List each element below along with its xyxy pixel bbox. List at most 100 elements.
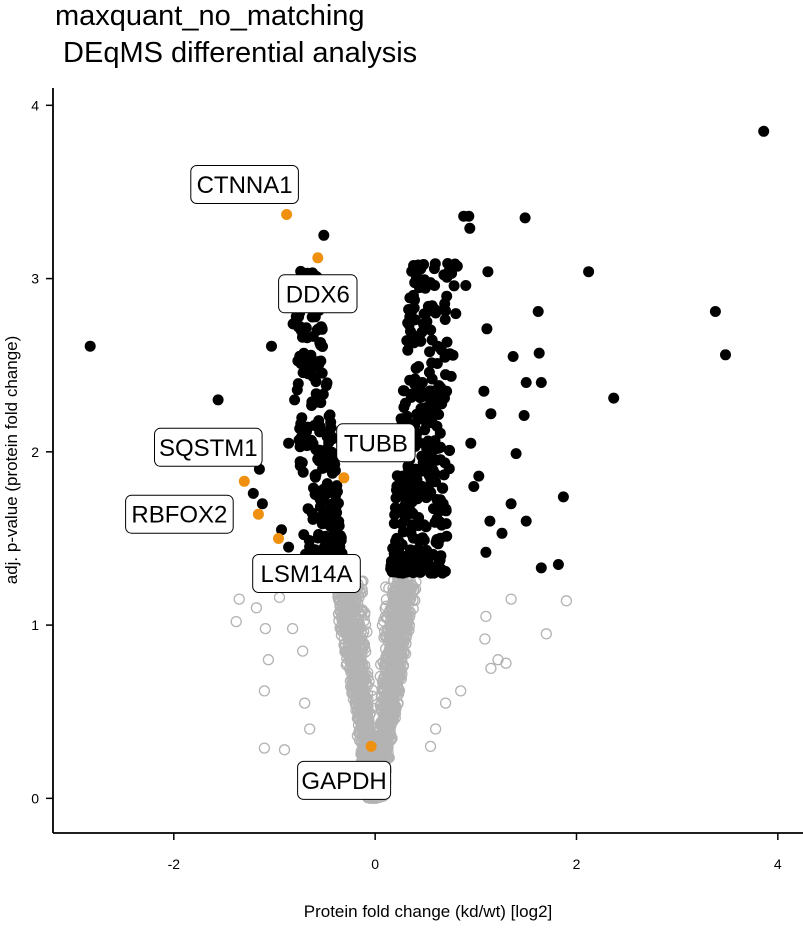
x-axis-label: Protein fold change (kd/wt) [log2] — [304, 902, 553, 921]
point-not-significant — [372, 735, 384, 747]
point-significant — [329, 465, 341, 476]
point-not-significant — [258, 742, 271, 754]
point-not-significant — [395, 637, 407, 650]
point-significant — [399, 397, 411, 409]
point-significant — [335, 535, 347, 546]
point-not-significant — [396, 618, 408, 631]
gene-label-gapdh: GAPDH — [297, 760, 392, 800]
gene-label-text: TUBB — [344, 430, 408, 457]
point-significant — [283, 437, 295, 449]
point-not-significant — [339, 618, 351, 630]
y-tick-label: 2 — [31, 444, 39, 460]
point-significant — [426, 334, 438, 346]
highlighted-points — [238, 209, 377, 752]
point-not-significant — [379, 658, 391, 670]
gene-label-tubb: TUBB — [336, 423, 416, 463]
point-not-significant — [343, 633, 355, 646]
point-significant — [320, 539, 332, 551]
point-significant — [480, 546, 492, 558]
point-significant — [316, 322, 328, 334]
point-significant — [308, 482, 319, 494]
point-significant — [518, 410, 530, 421]
point-not-significant — [388, 595, 401, 608]
point-significant — [307, 371, 319, 382]
point-not-significant — [391, 663, 403, 675]
point-highlighted — [365, 740, 377, 752]
point-not-significant — [361, 626, 373, 638]
point-not-significant — [230, 615, 242, 628]
point-significant — [402, 477, 414, 489]
gene-labels: CTNNA1 DDX6 TUBB SQSTM1 RBFOX2 LSM14A GAPDH — [125, 165, 416, 800]
point-significant — [413, 533, 425, 545]
point-significant — [409, 379, 421, 390]
point-significant — [312, 532, 324, 544]
point-significant — [316, 367, 328, 379]
point-significant — [481, 323, 493, 335]
point-significant — [464, 222, 476, 234]
point-not-significant — [348, 616, 360, 629]
point-significant — [293, 434, 305, 446]
gene-label-text: SQSTM1 — [159, 435, 258, 462]
point-significant — [318, 229, 330, 241]
point-not-significant — [393, 683, 405, 696]
point-significant — [391, 503, 403, 515]
point-significant — [439, 314, 451, 325]
point-not-significant — [371, 749, 384, 761]
point-not-significant — [297, 645, 309, 657]
point-significant — [400, 506, 412, 518]
y-tick-label: 4 — [31, 97, 39, 113]
point-significant — [412, 414, 424, 426]
point-significant — [418, 519, 430, 531]
gene-label-ddx6: DDX6 — [278, 274, 358, 314]
point-significant — [532, 306, 544, 317]
point-significant — [436, 482, 448, 494]
x-tick-label: 0 — [371, 856, 379, 872]
point-not-significant — [350, 650, 363, 663]
point-significant — [320, 380, 332, 392]
gene-label-rbfox2: RBFOX2 — [125, 494, 234, 534]
y-axis-ticks: 0 1 2 3 4 — [31, 97, 53, 806]
point-not-significant — [395, 612, 408, 624]
point-not-significant — [492, 654, 504, 666]
y-axis-label: adj. p-value (protein fold change) — [2, 336, 21, 585]
point-significant — [418, 318, 429, 330]
point-not-significant — [340, 645, 353, 657]
point-highlighted — [312, 252, 324, 264]
point-significant — [507, 351, 519, 362]
gene-label-box — [125, 494, 234, 534]
point-significant — [444, 445, 455, 456]
point-significant — [535, 562, 547, 574]
point-significant — [266, 340, 277, 352]
y-tick-label: 1 — [31, 617, 39, 633]
point-significant — [505, 498, 517, 510]
gene-label-text: CTNNA1 — [197, 172, 293, 199]
point-not-significant — [479, 633, 491, 645]
point-significant — [429, 468, 441, 480]
point-significant — [709, 306, 721, 317]
gene-label-box — [154, 427, 263, 467]
point-significant — [533, 347, 545, 359]
point-significant — [390, 535, 402, 547]
point-significant — [557, 491, 569, 503]
gene-label-text: LSM14A — [260, 561, 352, 588]
gene-label-box — [336, 423, 416, 463]
point-significant — [294, 321, 306, 333]
point-significant — [314, 493, 326, 505]
point-significant — [520, 377, 532, 388]
point-significant — [302, 421, 314, 433]
point-not-significant — [278, 744, 291, 756]
point-not-significant — [540, 628, 552, 640]
point-not-significant — [439, 697, 452, 709]
y-tick-label: 0 — [31, 790, 39, 806]
point-not-significant — [385, 689, 398, 701]
point-significant — [319, 506, 331, 518]
point-significant — [419, 282, 431, 294]
point-significant — [468, 481, 480, 492]
point-not-significant — [259, 622, 272, 635]
point-significant — [720, 349, 731, 361]
point-significant — [396, 551, 408, 563]
point-not-significant — [455, 685, 467, 697]
point-highlighted — [273, 533, 284, 544]
point-significant — [283, 541, 295, 553]
point-not-significant — [505, 593, 517, 605]
